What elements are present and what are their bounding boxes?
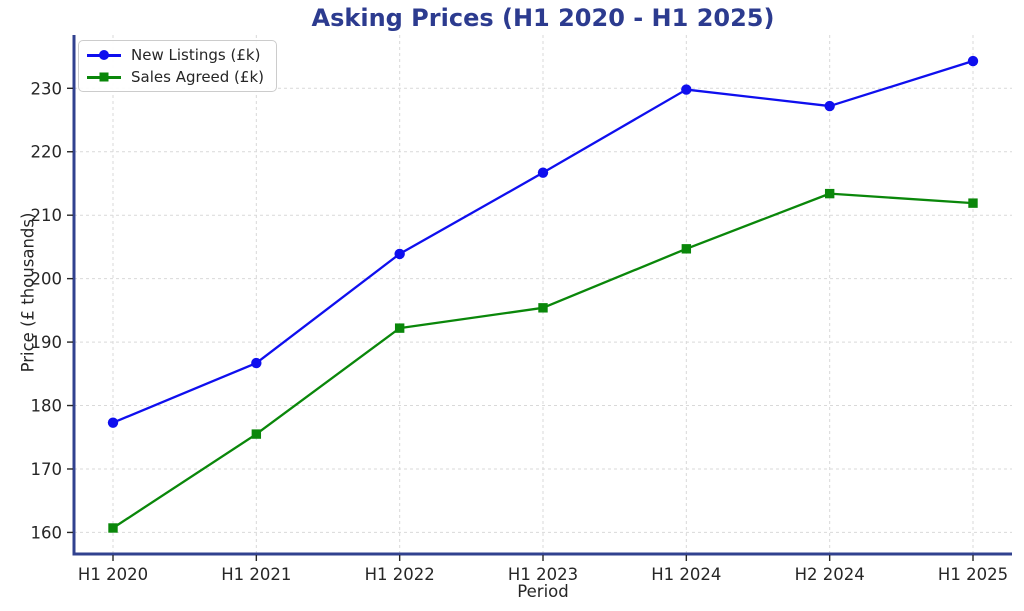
y-tick-label: 160	[31, 523, 63, 542]
data-point-circle	[251, 357, 262, 369]
y-tick-label: 210	[31, 206, 63, 225]
chart-title: Asking Prices (H1 2020 - H1 2025)	[311, 4, 775, 32]
x-tick-label: H2 2024	[795, 565, 865, 584]
data-point-circle	[537, 167, 549, 178]
legend-label: New Listings (£k)	[131, 46, 261, 64]
data-point-circle	[394, 248, 405, 260]
y-tick-label: 180	[31, 397, 63, 416]
x-tick-label: H1 2023	[508, 565, 578, 584]
data-point-square	[968, 198, 978, 208]
data-point-square	[538, 303, 548, 313]
legend-marker-circle	[99, 50, 109, 60]
x-axis-label: Period	[517, 582, 569, 601]
y-axis-label: Price (£ thousands)	[18, 212, 38, 373]
data-point-circle	[967, 55, 979, 67]
legend-line-sample	[87, 71, 121, 83]
legend: New Listings (£k) Sales Agreed (£k)	[78, 40, 277, 92]
y-tick-label: 200	[31, 270, 63, 289]
data-point-circle	[681, 84, 692, 95]
x-tick-label: H1 2024	[651, 565, 721, 584]
x-tick-label: H1 2020	[78, 565, 148, 584]
legend-entry: Sales Agreed (£k)	[87, 68, 264, 86]
data-point-square	[108, 523, 118, 533]
x-tick-label: H1 2022	[365, 565, 435, 584]
data-point-circle	[824, 100, 835, 112]
legend-label: Sales Agreed (£k)	[131, 68, 264, 86]
data-point-circle	[107, 417, 119, 428]
data-point-square	[394, 323, 405, 333]
y-tick-label: 220	[31, 143, 63, 162]
x-tick-label: H1 2025	[938, 565, 1008, 584]
data-point-square	[251, 429, 262, 439]
legend-entry: New Listings (£k)	[87, 46, 264, 64]
legend-marker-square	[99, 72, 109, 82]
data-point-square	[824, 188, 835, 199]
legend-line-sample	[87, 49, 121, 61]
y-tick-label: 190	[31, 333, 63, 352]
x-tick-label: H1 2021	[221, 565, 291, 584]
data-point-square	[681, 244, 692, 254]
y-tick-label: 230	[31, 79, 63, 98]
y-tick-label: 170	[31, 460, 63, 479]
